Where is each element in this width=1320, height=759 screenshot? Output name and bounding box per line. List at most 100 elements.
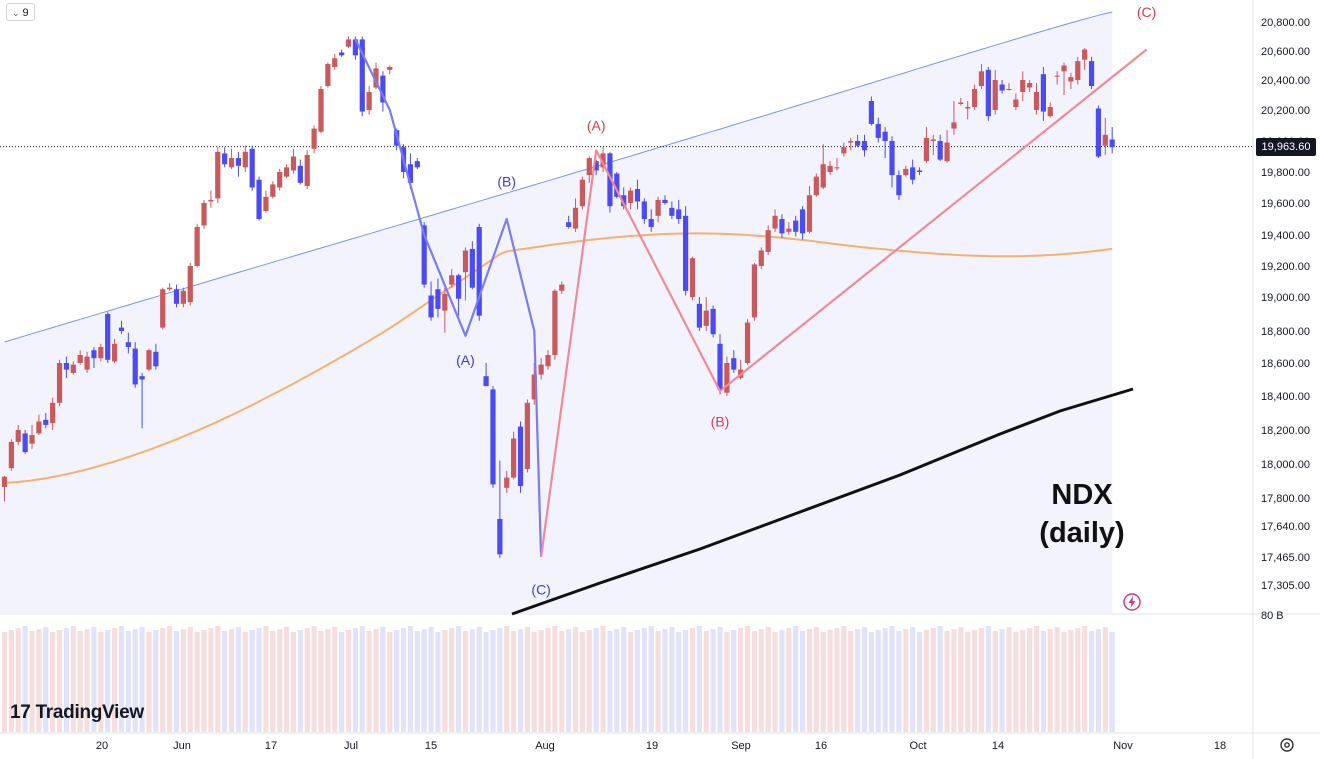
candle-body [676, 209, 682, 219]
candle-body [139, 376, 145, 380]
volume-bar [105, 630, 111, 732]
candle [167, 283, 173, 291]
candle-body [84, 356, 90, 370]
candle [339, 49, 345, 57]
candle [332, 53, 338, 70]
candle-body [586, 158, 592, 176]
volume-bar [84, 629, 90, 732]
candle [965, 101, 971, 120]
candle [235, 151, 242, 177]
candle [744, 319, 751, 365]
volume-bar [1082, 626, 1088, 732]
volume-bar [311, 626, 317, 732]
volume-bar [263, 626, 269, 732]
candle [896, 170, 902, 200]
candle [98, 343, 104, 362]
candle-body [105, 314, 111, 360]
candle-body [15, 430, 21, 442]
volume-bar [566, 629, 572, 732]
candle-body [469, 248, 475, 288]
volume-bar [937, 626, 943, 732]
candle-body [263, 196, 269, 211]
candle [593, 159, 599, 176]
candle [249, 145, 255, 191]
candle-body [793, 220, 799, 232]
candle [1, 475, 8, 502]
candle-body [462, 250, 469, 273]
candle [916, 167, 923, 176]
volume-bar [332, 627, 338, 732]
volume-bar [827, 630, 833, 732]
candle [958, 98, 964, 106]
volume-bar [552, 626, 558, 732]
candle [504, 470, 510, 493]
candle-body [235, 158, 242, 166]
volume-bar [910, 627, 916, 732]
interval-label: 9 [22, 7, 29, 19]
volume-bar [483, 632, 489, 732]
candle-body [318, 89, 324, 132]
volume-bar [242, 632, 248, 732]
volume-bar [56, 630, 63, 732]
candle [50, 397, 56, 430]
candle [345, 36, 352, 49]
wave-label: (A) [587, 118, 606, 134]
volume-bar [1088, 631, 1095, 732]
lightning-icon[interactable] [1122, 592, 1142, 612]
candle-body [125, 342, 131, 347]
candle-body [63, 363, 70, 370]
candle-body [614, 173, 620, 197]
volume-bar [373, 629, 379, 732]
volume-bar [208, 628, 214, 732]
candle [648, 209, 654, 232]
volume-bar [497, 628, 503, 732]
volume-bar [971, 630, 978, 732]
candle [572, 198, 579, 232]
volume-bar [394, 630, 400, 732]
candle-body [882, 131, 888, 141]
candle-body [572, 207, 579, 229]
tradingview-logo[interactable]: 17 TradingView [10, 701, 144, 725]
candle-body [1102, 134, 1108, 146]
volume-bar [738, 628, 744, 732]
candle-body [1095, 108, 1102, 157]
volume-bar [717, 627, 723, 732]
volume-bar [43, 627, 49, 732]
candle-body [607, 153, 613, 207]
candle [222, 147, 228, 168]
candle [387, 65, 393, 75]
volume-bar [352, 628, 358, 732]
candle [242, 145, 248, 172]
candle [118, 320, 125, 335]
volume-bar [779, 630, 785, 732]
x-tick-label: Oct [909, 740, 926, 752]
interval-selector[interactable]: ⌄ 9 [6, 3, 35, 21]
candle-body [1006, 89, 1012, 90]
volume-bar [290, 632, 297, 732]
candle-body [160, 289, 166, 328]
candle [139, 372, 145, 429]
candle-body [923, 137, 930, 162]
candle-body [359, 39, 365, 112]
candle-body [834, 167, 840, 169]
candle-body [861, 141, 868, 151]
volume-bar [627, 632, 634, 732]
gear-icon[interactable] [1277, 735, 1297, 755]
candle-body [366, 92, 372, 110]
candle-body [827, 165, 833, 172]
volume-bar [1095, 629, 1102, 732]
candle-body [373, 68, 379, 88]
volume-bar [387, 632, 393, 732]
y-tick-label: 20,800.00 [1261, 17, 1310, 29]
volume-bar [1013, 632, 1019, 732]
candle [290, 148, 297, 174]
candle-body [744, 322, 751, 363]
candle [277, 168, 283, 191]
volume-bar [1020, 630, 1026, 732]
volume-bar [63, 628, 70, 732]
candle [930, 134, 936, 155]
candle [724, 356, 730, 396]
candle-body [132, 348, 138, 385]
candle-body [820, 164, 826, 188]
